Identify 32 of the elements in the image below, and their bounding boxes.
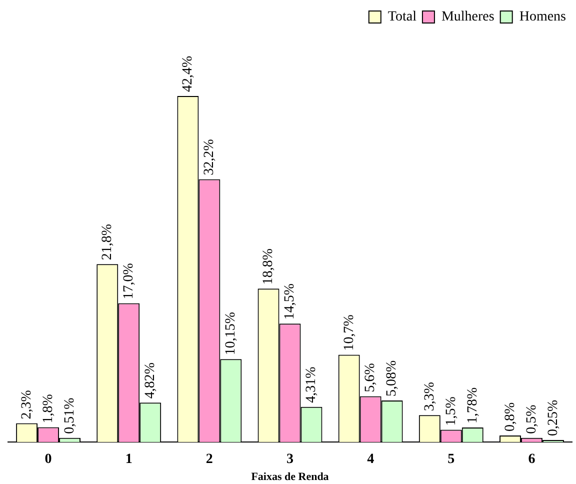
data-label: 21,8% (100, 224, 116, 260)
x-tick-label: 1 (125, 452, 132, 468)
data-label: 4,31% (304, 366, 320, 403)
data-label: 0,8% (502, 402, 518, 432)
data-label: 5,08% (384, 360, 400, 397)
data-label: 1,5% (444, 396, 459, 426)
x-tick-label: 0 (44, 452, 52, 468)
data-label: 2,3% (19, 390, 34, 420)
data-label: 18,8% (261, 248, 276, 285)
data-label: 1,78% (465, 386, 480, 424)
data-label: 0,5% (524, 404, 540, 434)
data-label: 4,82% (143, 362, 158, 399)
x-tick-label: 6 (528, 452, 536, 468)
x-axis-title: Faixas de Renda (251, 471, 330, 484)
data-label: 0,25% (546, 399, 561, 436)
legend-label: Total (388, 10, 417, 25)
x-tick-label: 3 (286, 452, 294, 468)
legend-label: Homens (519, 10, 566, 25)
data-label: 5,6% (363, 362, 378, 392)
data-label: 3,3% (422, 382, 438, 412)
data-label: 0,51% (62, 397, 78, 434)
x-tick-label: 4 (367, 452, 374, 468)
data-label: 17,0% (122, 262, 137, 300)
data-label: 32,2% (202, 138, 218, 176)
data-label: 14,5% (282, 283, 298, 320)
x-tick-label: 5 (448, 452, 455, 468)
data-label: 10,15% (224, 312, 239, 356)
data-label: 10,7% (342, 314, 357, 351)
x-tick-label: 2 (206, 452, 213, 468)
data-label: 1,8% (40, 394, 56, 424)
data-label: 42,4% (180, 56, 196, 92)
legend-label: Mulheres (441, 10, 494, 25)
